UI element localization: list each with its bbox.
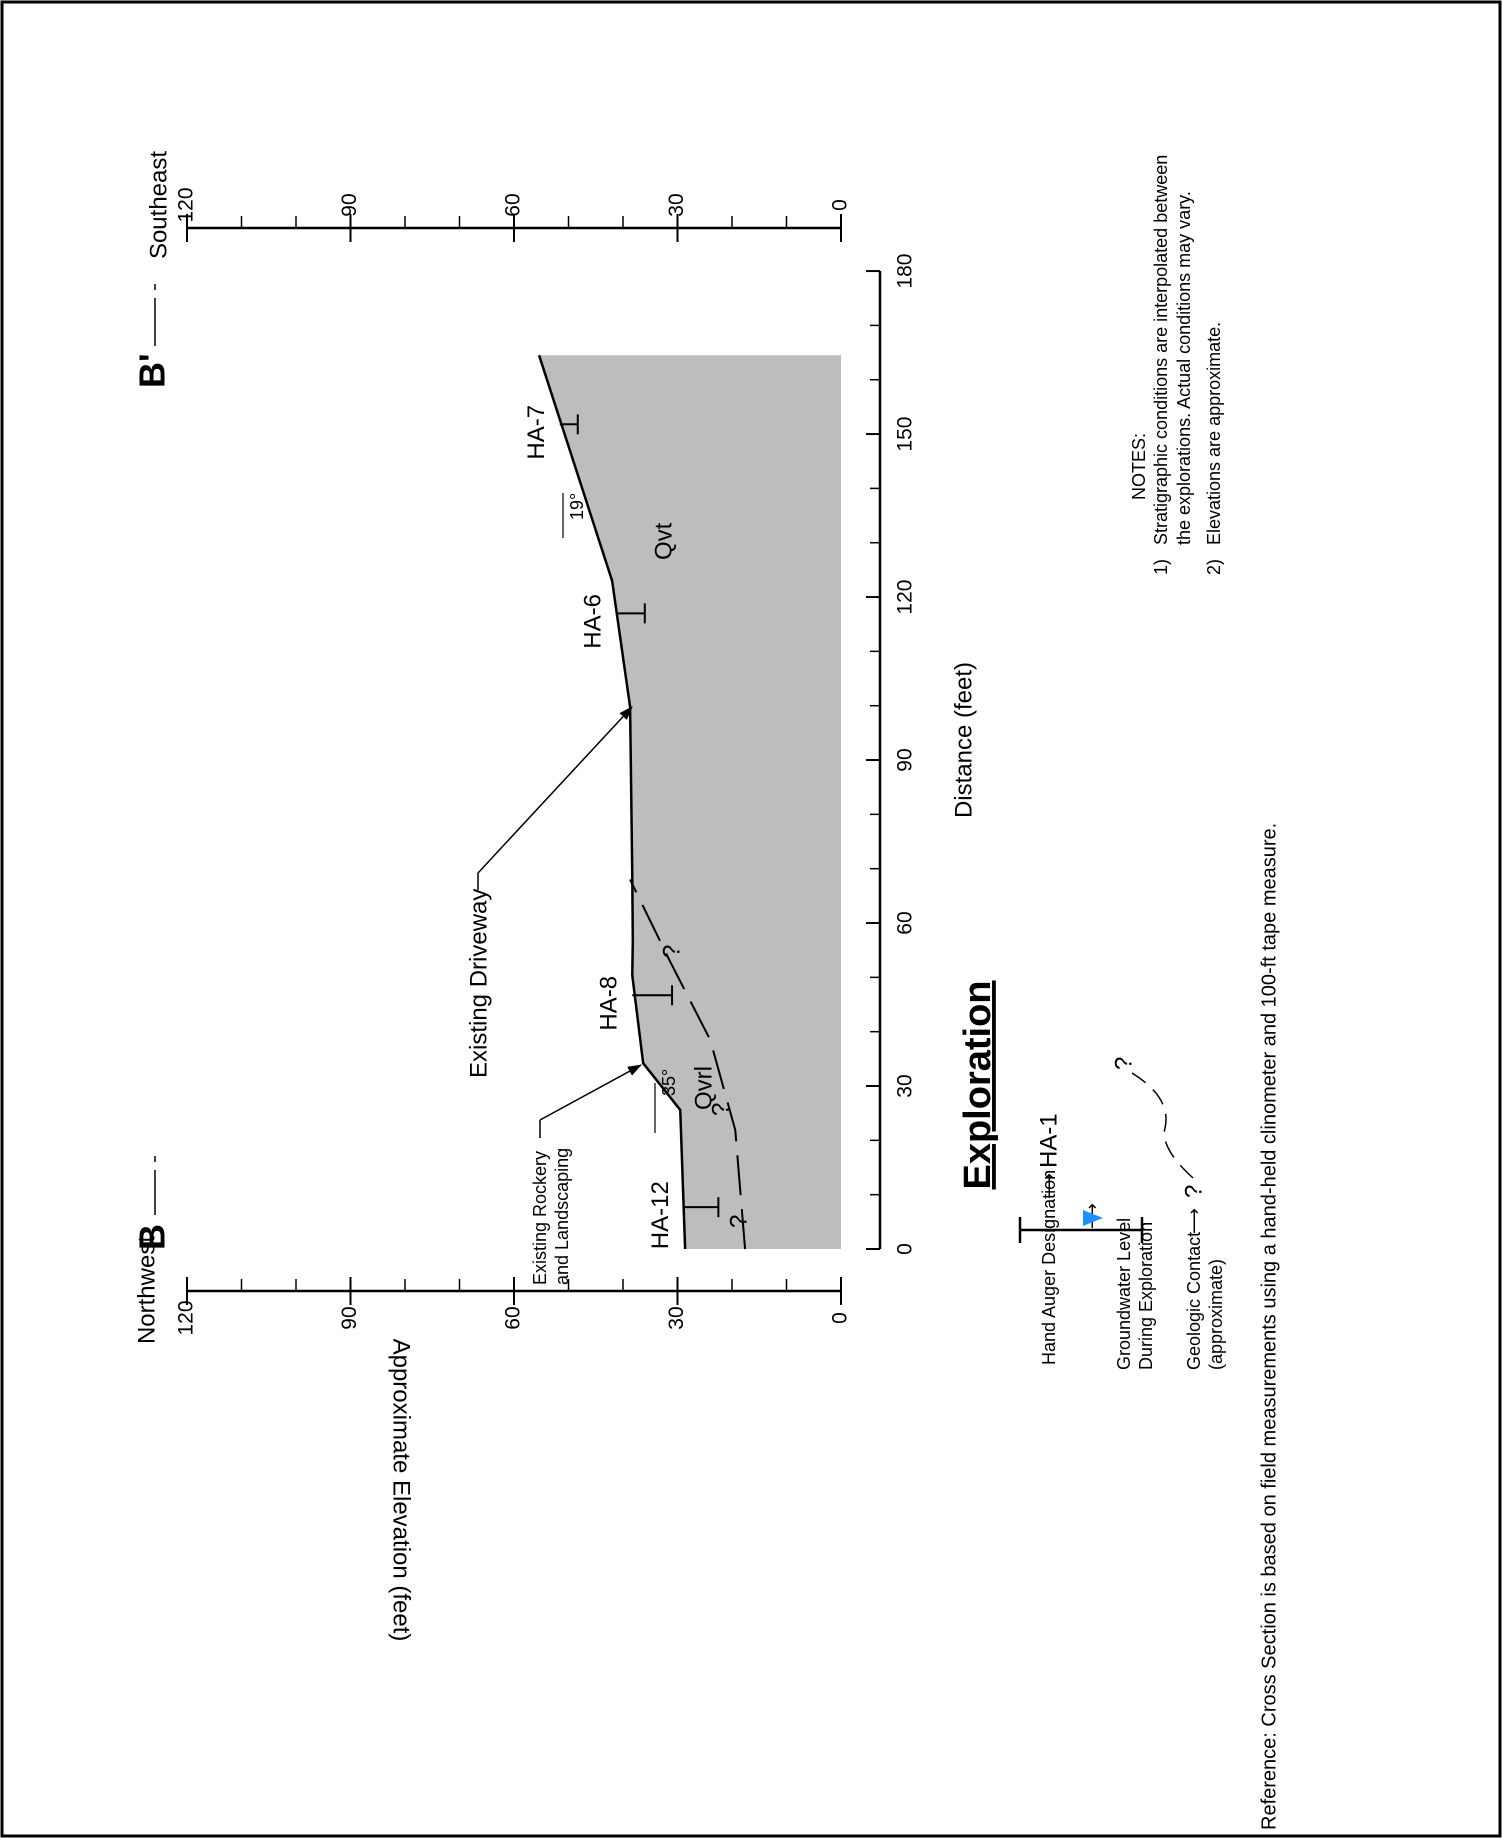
- question-mark: ?: [658, 945, 685, 958]
- slope-angle: 19°: [567, 493, 587, 520]
- driveway-label: Existing Driveway: [465, 889, 492, 1078]
- y-tick-label: 30: [665, 193, 688, 216]
- x-tick-label: 30: [894, 1074, 917, 1097]
- note-number: 2): [1204, 559, 1224, 575]
- leader-arrow: [540, 1065, 641, 1120]
- direction-left: Northwest: [133, 1236, 160, 1344]
- y-tick-label: 60: [502, 193, 525, 216]
- note-text: Elevations are approximate.: [1204, 322, 1224, 545]
- legend-arrow: ⟶: [1039, 1173, 1059, 1199]
- page: { "section": {"start": "B", "end": "B'",…: [0, 0, 1502, 1838]
- y-tick-label: 90: [338, 193, 361, 216]
- exploration-label: HA-8: [596, 976, 623, 1031]
- x-tick-label: 180: [894, 254, 917, 289]
- x-tick-label: 90: [894, 748, 917, 771]
- y-tick-label: 30: [665, 1306, 688, 1329]
- y-tick-label: 90: [338, 1306, 361, 1329]
- legend-arrow: ⟶: [1184, 1208, 1204, 1234]
- slope-angle: 35°: [659, 1069, 679, 1096]
- x-tick-label: 60: [894, 911, 917, 934]
- question-mark: ?: [725, 1215, 752, 1228]
- note-text: the explorations. Actual conditions may …: [1174, 191, 1194, 545]
- exploration-label: HA-12: [647, 1181, 674, 1249]
- x-tick-label: 0: [894, 1243, 917, 1255]
- legend-example: HA-1: [1035, 1113, 1062, 1168]
- legend-label: (approximate): [1206, 1259, 1226, 1370]
- question-mark: ?: [1110, 1057, 1137, 1070]
- unit-label: Qvt: [650, 522, 677, 560]
- note-text: Stratigraphic conditions are interpolate…: [1151, 155, 1171, 545]
- leader-arrow: [478, 707, 632, 873]
- note-number: 1): [1151, 559, 1171, 575]
- legend-label: Groundwater Level: [1114, 1218, 1134, 1370]
- y-tick-label: 0: [829, 1312, 852, 1324]
- rockery-label: Existing Rockery: [530, 1151, 550, 1285]
- y-tick-label: 0: [829, 199, 852, 211]
- y-axis-title: Approximate Elevation (feet): [388, 1339, 415, 1642]
- notes-title: NOTES:: [1129, 433, 1149, 500]
- legend-label: Geologic Contact: [1184, 1232, 1204, 1370]
- question-mark: ?: [1180, 1185, 1207, 1198]
- marks: [539, 355, 841, 1249]
- cross-section: B B' Northwest Southeast Approximate Ele…: [0, 0, 1502, 1838]
- drawing: B B' Northwest Southeast Approximate Ele…: [132, 151, 1281, 1830]
- section-end: B': [132, 353, 173, 388]
- question-mark: ?: [707, 1103, 734, 1116]
- rockery-label: and Landscaping: [552, 1148, 572, 1285]
- y-tick-label: 60: [502, 1306, 525, 1329]
- y-tick-label: 120: [175, 1300, 198, 1335]
- x-tick-label: 150: [894, 417, 917, 452]
- exploration-label: HA-6: [579, 594, 606, 649]
- reference: Reference: Cross Section is based on fie…: [1258, 823, 1280, 1830]
- legend-title: Exploration: [957, 980, 999, 1189]
- direction-right: Southeast: [145, 151, 172, 259]
- ground-fill: [539, 355, 841, 1249]
- x-tick-label: 120: [894, 580, 917, 615]
- legend-label: During Exploration: [1136, 1222, 1156, 1370]
- x-axis-title: Distance (feet): [950, 662, 977, 818]
- y-tick-label: 120: [175, 187, 198, 222]
- legend-contact-line: [1132, 1073, 1193, 1178]
- exploration-label: HA-7: [523, 405, 550, 460]
